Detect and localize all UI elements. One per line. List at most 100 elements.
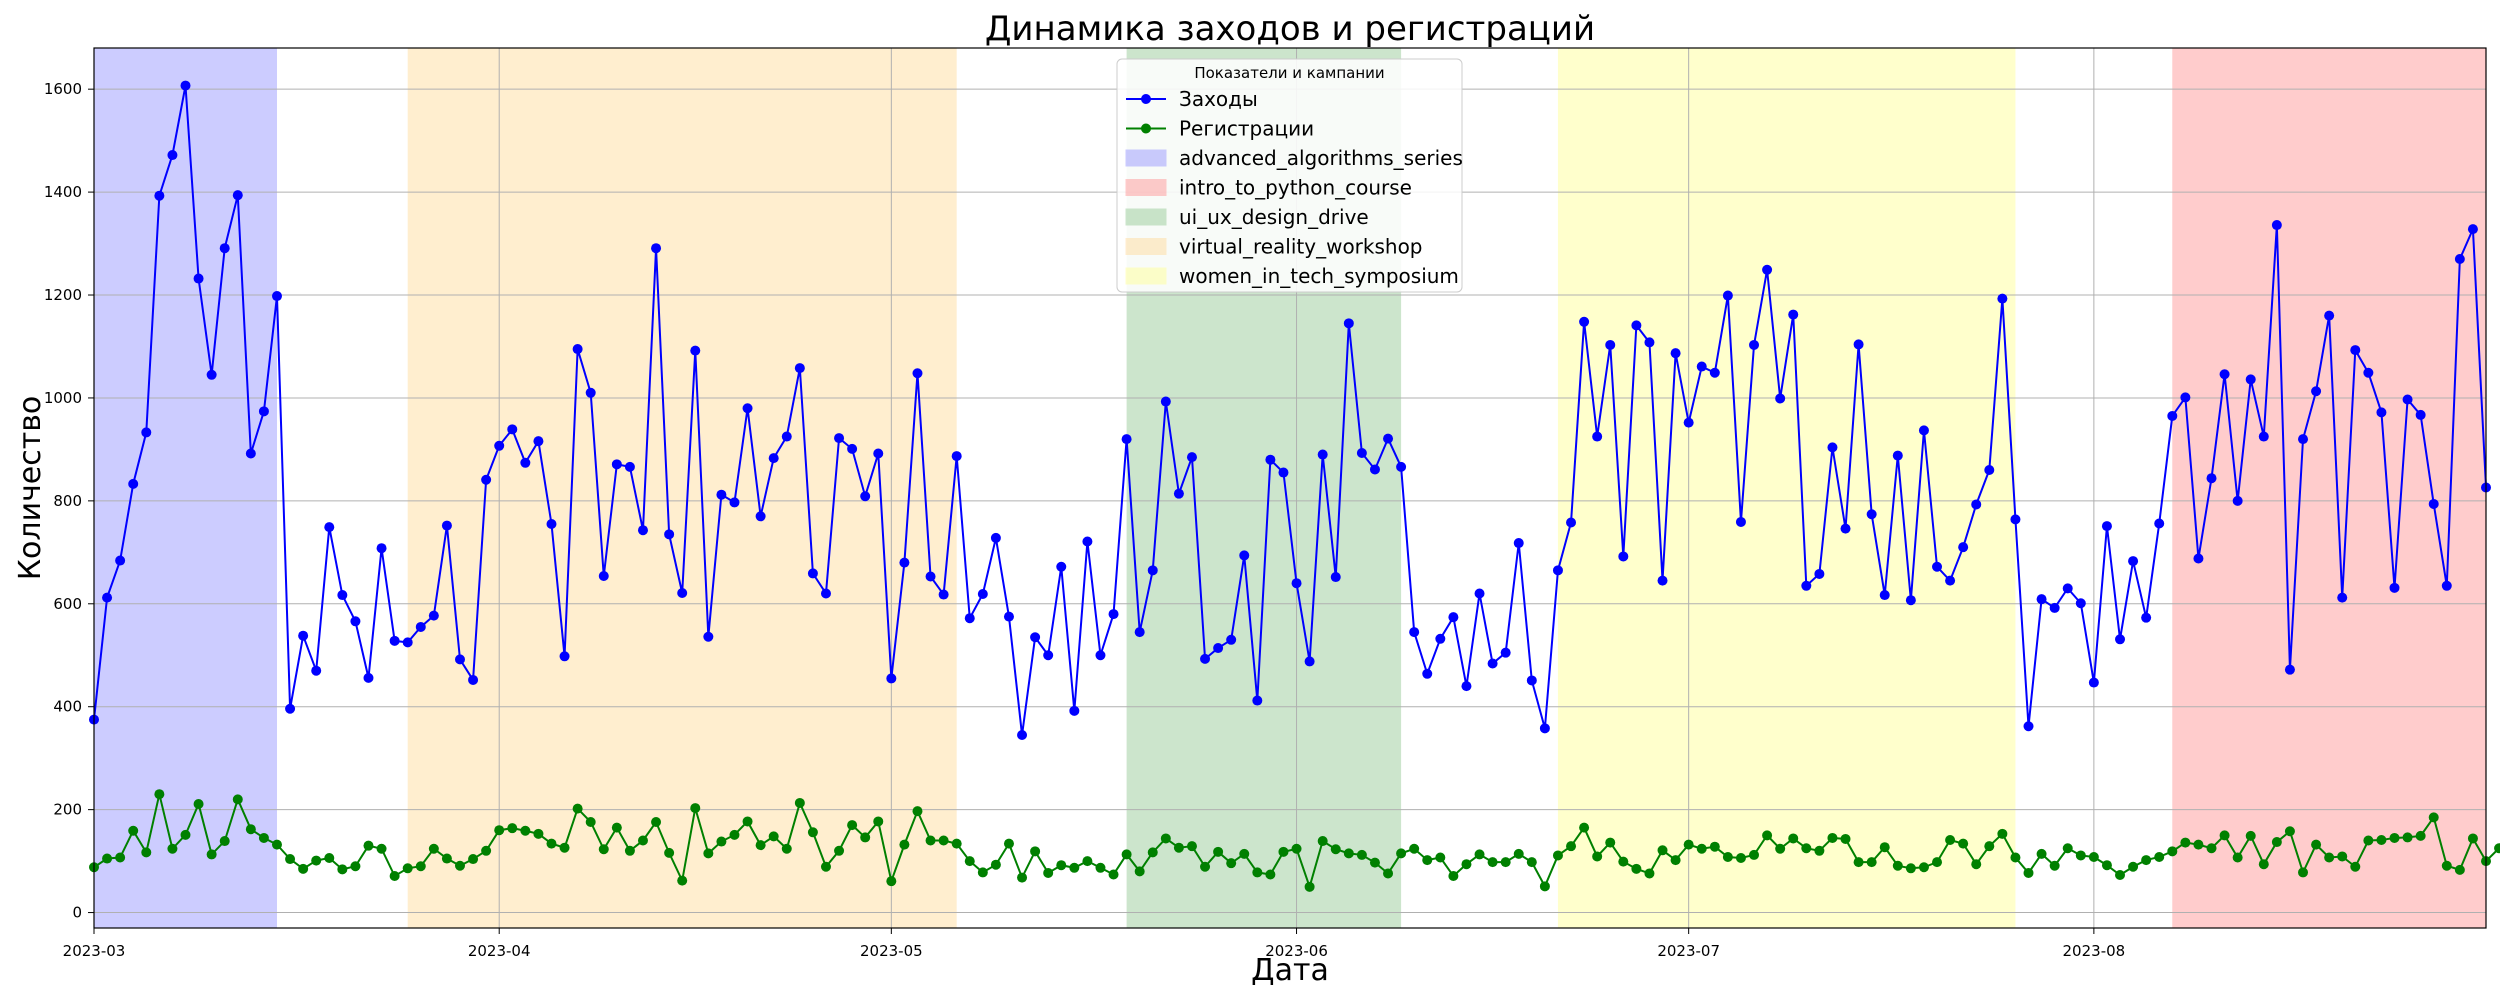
data-point bbox=[794, 797, 805, 808]
data-point bbox=[2141, 612, 2152, 623]
data-point bbox=[1670, 855, 1681, 866]
data-point bbox=[1356, 448, 1367, 459]
data-point bbox=[1147, 565, 1158, 576]
data-point bbox=[180, 80, 191, 91]
data-point bbox=[1095, 862, 1106, 873]
grid-lines bbox=[94, 48, 2486, 928]
campaign-band-virtual-reality-workshop bbox=[407, 48, 957, 928]
data-point bbox=[363, 840, 374, 851]
data-point bbox=[1853, 857, 1864, 868]
data-point bbox=[651, 243, 662, 254]
data-point bbox=[742, 403, 753, 414]
data-point bbox=[1239, 848, 1250, 859]
legend-label: women_in_tech_symposium bbox=[1179, 264, 1459, 288]
data-point bbox=[1683, 417, 1694, 428]
data-point bbox=[389, 871, 400, 882]
data-point bbox=[2324, 310, 2335, 321]
data-point bbox=[2010, 852, 2021, 863]
data-point bbox=[716, 836, 727, 847]
data-point bbox=[729, 829, 740, 840]
data-point bbox=[481, 474, 492, 485]
data-point bbox=[1566, 841, 1577, 852]
data-point bbox=[572, 803, 583, 814]
data-point bbox=[585, 387, 596, 398]
data-point bbox=[2023, 867, 2034, 878]
data-point bbox=[977, 867, 988, 878]
data-point bbox=[1552, 850, 1563, 861]
data-point bbox=[1252, 867, 1263, 878]
data-point bbox=[141, 847, 152, 858]
data-point bbox=[1526, 857, 1537, 868]
data-point bbox=[507, 823, 518, 834]
data-point bbox=[1396, 848, 1407, 859]
data-point bbox=[2415, 830, 2426, 841]
data-point bbox=[2180, 837, 2191, 848]
y-tick-label: 200 bbox=[53, 801, 82, 819]
data-point bbox=[1918, 862, 1929, 873]
data-point bbox=[1356, 849, 1367, 860]
data-point bbox=[2075, 598, 2086, 609]
data-point bbox=[1801, 843, 1812, 854]
data-point bbox=[1500, 857, 1511, 868]
data-point bbox=[1134, 866, 1145, 877]
data-point bbox=[180, 829, 191, 840]
data-point bbox=[337, 590, 348, 601]
data-point bbox=[2441, 580, 2452, 591]
data-point bbox=[1186, 452, 1197, 463]
data-point bbox=[2428, 498, 2439, 509]
legend-marker bbox=[1141, 94, 1151, 104]
data-point bbox=[807, 827, 818, 838]
data-point bbox=[1814, 568, 1825, 579]
data-point bbox=[1500, 647, 1511, 658]
data-point bbox=[298, 630, 309, 641]
data-point bbox=[2180, 392, 2191, 403]
data-point bbox=[154, 789, 165, 800]
data-point bbox=[2141, 855, 2152, 866]
data-point bbox=[1696, 843, 1707, 854]
data-point bbox=[1265, 869, 1276, 880]
data-point bbox=[1866, 509, 1877, 520]
data-point bbox=[271, 291, 282, 302]
data-point bbox=[2010, 514, 2021, 525]
data-point bbox=[1278, 846, 1289, 857]
data-point bbox=[2428, 812, 2439, 823]
data-point bbox=[1932, 857, 1943, 868]
legend-label: virtual_reality_workshop bbox=[1179, 235, 1423, 259]
data-point bbox=[232, 190, 243, 201]
data-point bbox=[1997, 828, 2008, 839]
data-point bbox=[428, 843, 439, 854]
legend-label: Регистрации bbox=[1179, 117, 1314, 141]
data-point bbox=[1108, 609, 1119, 620]
data-point bbox=[1082, 536, 1093, 547]
data-point bbox=[716, 489, 727, 500]
data-point bbox=[2128, 556, 2139, 567]
legend-item-visits: Заходы bbox=[1126, 87, 1258, 111]
data-point bbox=[1056, 860, 1067, 871]
data-point bbox=[572, 344, 583, 355]
data-point bbox=[2271, 837, 2282, 848]
data-point bbox=[690, 803, 701, 814]
data-point bbox=[1095, 650, 1106, 661]
data-point bbox=[2232, 852, 2243, 863]
data-point bbox=[154, 190, 165, 201]
data-point bbox=[2389, 832, 2400, 843]
data-point bbox=[206, 369, 217, 380]
data-point bbox=[925, 835, 936, 846]
data-point bbox=[2311, 839, 2322, 850]
data-point bbox=[324, 853, 335, 864]
data-point bbox=[768, 831, 779, 842]
data-point bbox=[1003, 838, 1014, 849]
legend-label: advanced_algorithms_series bbox=[1179, 146, 1463, 170]
data-point bbox=[1448, 612, 1459, 623]
data-point bbox=[1304, 656, 1315, 667]
data-point bbox=[1971, 859, 1982, 870]
legend-patch-swatch bbox=[1125, 149, 1167, 167]
legend-patch-swatch bbox=[1125, 179, 1167, 196]
data-point bbox=[1030, 846, 1041, 857]
legend-item-virtual-reality-workshop: virtual_reality_workshop bbox=[1125, 235, 1423, 259]
data-point bbox=[912, 806, 923, 817]
data-point bbox=[454, 860, 465, 871]
data-point bbox=[1030, 632, 1041, 643]
data-point bbox=[1696, 361, 1707, 372]
data-point bbox=[1840, 833, 1851, 844]
